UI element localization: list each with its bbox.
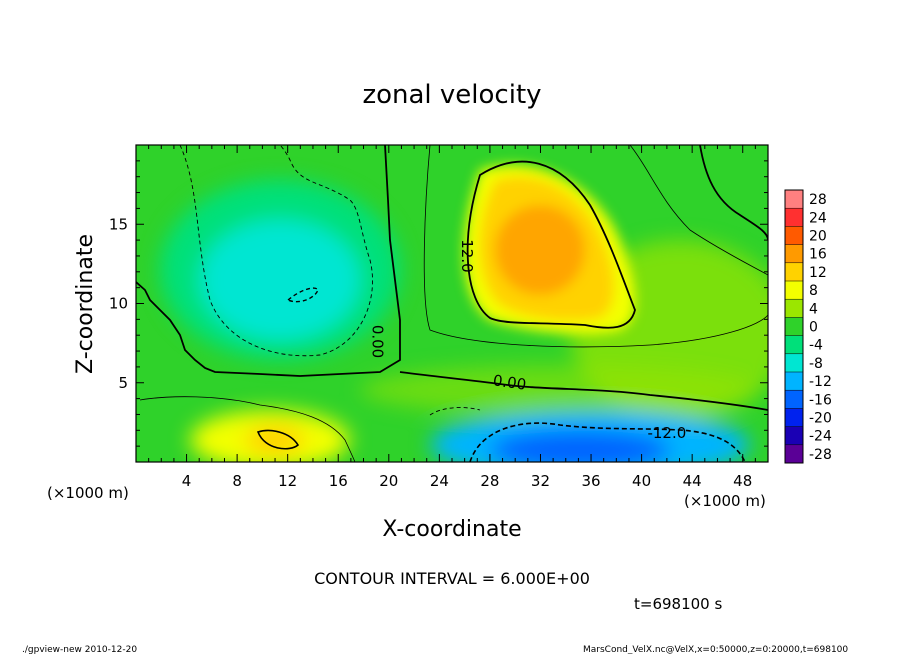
contour-zero-mid — [399, 371, 768, 411]
x-tick-label: 16 — [329, 472, 348, 490]
x-tick-label: 28 — [480, 472, 499, 490]
x-tick-label: 8 — [232, 472, 242, 490]
colorbar-swatch — [785, 190, 803, 209]
y-axis-label: Z-coordinate — [73, 234, 98, 374]
contour-interval-text: CONTOUR INTERVAL = 6.000E+00 — [314, 569, 590, 588]
colorbar-swatch — [785, 390, 803, 409]
colorbar-swatch — [785, 408, 803, 427]
colorbar-level-label: 16 — [809, 247, 827, 263]
colorbar-swatch — [785, 244, 803, 263]
x-axis-ticks: 4 8 12 16 20 24 28 32 36 40 44 48 — [135, 145, 769, 490]
colorbar-swatch — [785, 372, 803, 391]
contour-label: 12.0 — [458, 239, 476, 272]
contour-minus-six — [179, 145, 373, 357]
z-unit-label: (×1000 m) — [684, 492, 766, 510]
x-unit-label: (×1000 m) — [47, 484, 129, 502]
chart-title: zonal velocity — [362, 80, 541, 110]
colorbar-level-label: -20 — [809, 411, 832, 427]
y-tick-label: 5 — [118, 374, 128, 392]
colorbar: 28 24 20 16 12 8 4 0 -4 -8 -12 -16 -20 -24 -28 — [784, 189, 832, 464]
field-region-jet-core — [495, 205, 585, 295]
x-tick-label: 24 — [430, 472, 449, 490]
colorbar-level-label: 4 — [809, 301, 818, 317]
colorbar-level-label: 28 — [809, 192, 827, 208]
contour-lines — [136, 145, 768, 462]
x-axis-label: X-coordinate — [382, 517, 521, 542]
colorbar-level-label: 24 — [809, 210, 827, 226]
colorbar-swatch — [785, 299, 803, 318]
contour-minus-twelve-left — [286, 287, 319, 303]
footer-left-text: ./gpview-new 2010-12-20 — [22, 645, 137, 654]
colorbar-swatch — [785, 208, 803, 227]
contour-twelve — [466, 160, 636, 329]
colorbar-level-label: 20 — [809, 229, 827, 245]
y-tick-label: 10 — [109, 295, 128, 313]
colorbar-swatch — [785, 226, 803, 245]
field-region-surface-minimum — [490, 430, 670, 462]
x-tick-label: 32 — [531, 472, 550, 490]
contour-label: 0.00 — [368, 325, 386, 358]
field-region-band-low — [360, 365, 760, 415]
colorbar-level-label: -12 — [809, 374, 832, 390]
heatmap-field — [136, 145, 768, 462]
colorbar-level-label: -16 — [809, 392, 832, 408]
colorbar-swatch — [785, 426, 803, 445]
x-tick-label: 40 — [632, 472, 651, 490]
contour-six — [423, 145, 768, 348]
colorbar-swatch — [785, 281, 803, 300]
colorbar-level-label: 12 — [809, 265, 827, 281]
colorbar-swatch — [785, 335, 803, 354]
x-tick-label: 20 — [379, 472, 398, 490]
contour-minus-six-surface — [429, 407, 481, 416]
x-tick-label: 48 — [733, 472, 752, 490]
contour-six-right — [629, 145, 768, 276]
contour-labels: 12.0 0.00 0.00 -12.0 — [368, 239, 686, 442]
contour-six-surface — [139, 396, 356, 462]
x-tick-label: 12 — [278, 472, 297, 490]
colorbar-level-label: 8 — [809, 283, 818, 299]
x-tick-label: 36 — [581, 472, 600, 490]
colorbar-swatch — [785, 317, 803, 336]
contour-twelve-surface — [256, 429, 300, 450]
footer-right-text: MarsCond_VelX.nc@VelX,x=0:50000,z=0:2000… — [583, 645, 848, 654]
contour-zero-left — [136, 145, 401, 377]
x-tick-label: 44 — [683, 472, 702, 490]
colorbar-level-label: -8 — [809, 356, 823, 372]
colorbar-level-label: -4 — [809, 338, 823, 354]
contour-minus-twelve-surface — [469, 422, 746, 462]
colorbar-level-label: -28 — [809, 447, 832, 463]
contour-zero-right — [699, 145, 768, 241]
field-region-minimum-left — [200, 220, 360, 340]
colorbar-swatch — [785, 444, 803, 463]
colorbar-swatch — [785, 353, 803, 372]
colorbar-level-label: -24 — [809, 429, 832, 445]
y-tick-label: 15 — [109, 215, 128, 233]
contour-label: 0.00 — [492, 371, 528, 393]
colorbar-swatch — [785, 262, 803, 281]
contour-label: -12.0 — [647, 424, 686, 442]
time-text: t=698100 s — [634, 595, 722, 613]
colorbar-level-label: 0 — [809, 320, 818, 336]
y-axis-ticks: 5 10 15 — [109, 144, 768, 463]
x-tick-label: 4 — [182, 472, 192, 490]
field-region-positive-surface-core — [245, 425, 305, 455]
